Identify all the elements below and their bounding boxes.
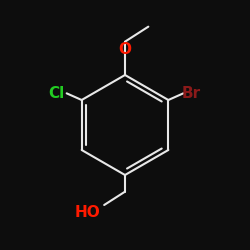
Text: Cl: Cl [48, 86, 65, 101]
Text: Br: Br [182, 86, 201, 101]
Text: HO: HO [74, 205, 101, 220]
Text: O: O [118, 42, 132, 58]
